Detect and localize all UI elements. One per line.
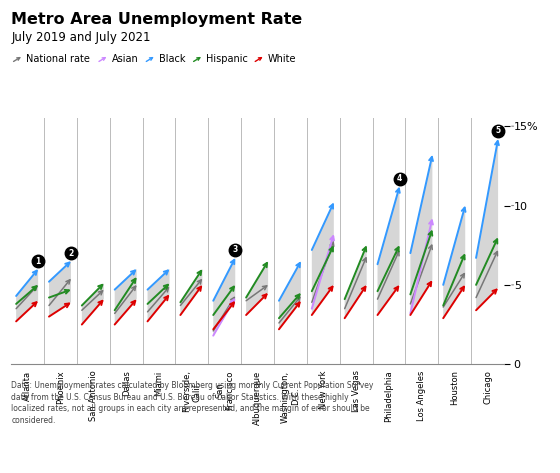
Polygon shape xyxy=(476,139,498,310)
Polygon shape xyxy=(180,269,202,315)
Polygon shape xyxy=(279,261,301,329)
Polygon shape xyxy=(49,261,71,316)
Text: 2: 2 xyxy=(68,249,73,258)
Polygon shape xyxy=(410,155,432,315)
Text: July 2019 and July 2021: July 2019 and July 2021 xyxy=(11,31,151,44)
Polygon shape xyxy=(344,245,367,318)
Text: Metro Area Unemployment Rate: Metro Area Unemployment Rate xyxy=(11,12,302,27)
Polygon shape xyxy=(312,202,334,315)
Text: 4: 4 xyxy=(397,174,402,183)
Text: 5: 5 xyxy=(496,126,501,135)
Text: White: White xyxy=(268,54,296,64)
Text: Data: Unemployment rates calculated by Bloomberg using monthly Current Populatio: Data: Unemployment rates calculated by B… xyxy=(11,381,374,425)
Polygon shape xyxy=(16,269,38,321)
Text: National rate: National rate xyxy=(26,54,90,64)
Text: Asian: Asian xyxy=(111,54,138,64)
Text: Hispanic: Hispanic xyxy=(206,54,248,64)
Polygon shape xyxy=(213,258,235,336)
Polygon shape xyxy=(246,261,268,315)
Polygon shape xyxy=(147,269,170,321)
Text: Black: Black xyxy=(159,54,185,64)
Polygon shape xyxy=(377,186,399,315)
Polygon shape xyxy=(82,283,104,324)
Polygon shape xyxy=(443,206,465,318)
Text: 3: 3 xyxy=(232,245,238,254)
Text: 1: 1 xyxy=(35,256,41,265)
Polygon shape xyxy=(115,269,137,324)
